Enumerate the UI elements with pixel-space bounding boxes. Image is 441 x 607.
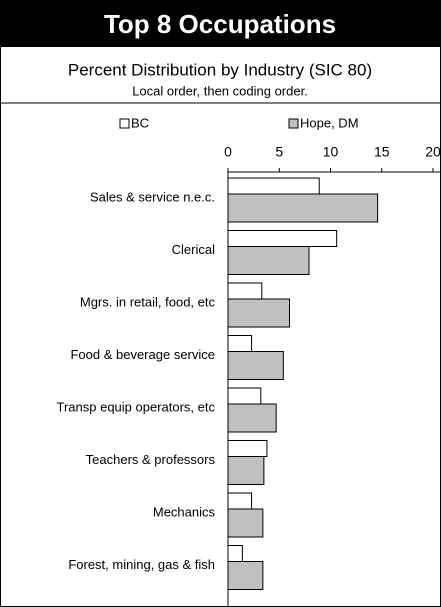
chart-title: Top 8 Occupations xyxy=(104,9,336,39)
bar xyxy=(227,298,290,328)
chart-note: Local order, then coding order. xyxy=(132,83,308,98)
header-band xyxy=(0,0,441,47)
bar xyxy=(227,230,338,247)
bar xyxy=(227,193,379,223)
x-tick-label: 0 xyxy=(224,144,232,160)
bar xyxy=(227,282,263,300)
bar xyxy=(227,246,310,275)
y-tick-label: Forest, mining, gas & fish xyxy=(68,557,215,572)
y-tick-label: Transp equip operators, etc xyxy=(57,399,216,414)
bar xyxy=(227,456,265,485)
bar xyxy=(227,335,253,352)
x-tick-label: 20 xyxy=(425,144,441,160)
y-tick-label: Mgrs. in retail, food, etc xyxy=(80,294,216,309)
bar xyxy=(227,440,268,457)
bar xyxy=(227,561,264,590)
x-tick-label: 15 xyxy=(374,144,390,160)
y-tick-label: Mechanics xyxy=(153,504,216,519)
bar xyxy=(227,492,253,510)
y-tick-label: Teachers & professors xyxy=(86,452,216,467)
y-tick-label: Sales & service n.e.c. xyxy=(90,189,215,204)
bar xyxy=(227,545,243,562)
y-tick-label: Clerical xyxy=(172,242,215,257)
bar xyxy=(227,508,264,538)
legend-label: BC xyxy=(131,115,149,130)
legend-swatch xyxy=(119,118,130,129)
x-tick-label: 5 xyxy=(275,144,283,160)
bar xyxy=(227,351,284,380)
bar xyxy=(227,387,262,405)
bar xyxy=(227,403,277,433)
legend-label: Hope, DM xyxy=(300,115,359,130)
chart-subtitle: Percent Distribution by Industry (SIC 80… xyxy=(68,60,372,79)
legend-swatch xyxy=(288,118,299,129)
y-tick-label: Food & beverage service xyxy=(70,347,215,362)
bar xyxy=(227,177,320,195)
x-tick-label: 10 xyxy=(323,144,339,160)
